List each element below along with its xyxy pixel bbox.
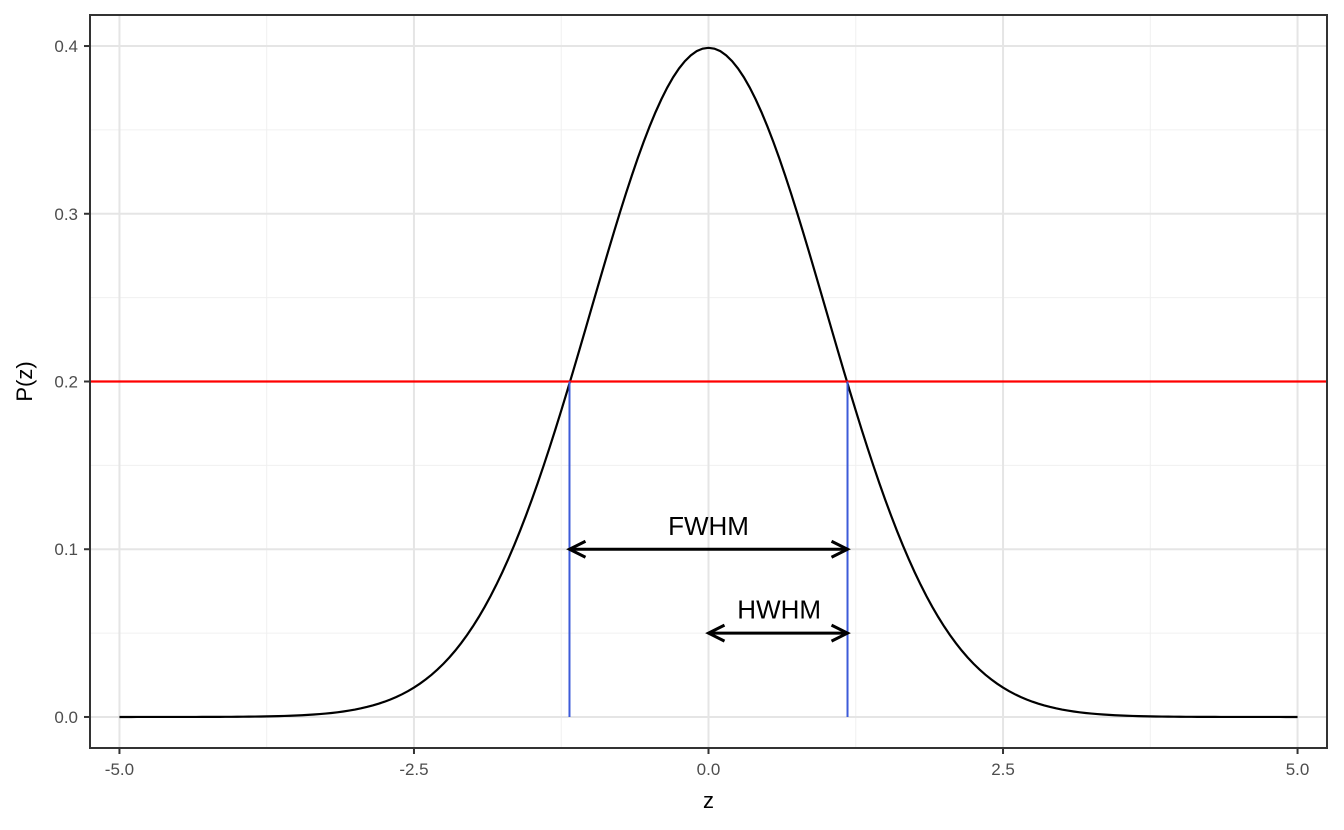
y-tick-label: 0.3 <box>54 205 78 224</box>
x-axis-title: z <box>703 788 714 813</box>
y-axis-title: P(z) <box>12 361 37 401</box>
hwhm-arrow-head-left <box>705 623 726 643</box>
x-tick-label: 2.5 <box>991 760 1015 779</box>
hwhm-arrow-head-right <box>830 623 851 643</box>
y-tick-label: 0.2 <box>54 373 78 392</box>
fwhm-label: FWHM <box>668 511 749 541</box>
x-tick-label: -2.5 <box>399 760 428 779</box>
hwhm-label: HWHM <box>737 595 821 625</box>
chart-marks: FWHM HWHM <box>90 46 1327 719</box>
y-tick-label: 0.1 <box>54 540 78 559</box>
x-tick-label: 0.0 <box>697 760 721 779</box>
x-tick-label: -5.0 <box>105 760 134 779</box>
x-tick-label: 5.0 <box>1286 760 1310 779</box>
y-tick-label: 0.4 <box>54 37 78 56</box>
fwhm-arrow-head-right <box>830 539 851 559</box>
fwhm-arrow-head-left <box>566 539 587 559</box>
y-axis: 0.0 0.1 0.2 0.3 0.4 <box>54 37 90 727</box>
y-tick-label: 0.0 <box>54 708 78 727</box>
density-curve <box>119 46 1298 719</box>
x-axis: -5.0 -2.5 0.0 2.5 5.0 <box>105 748 1310 779</box>
